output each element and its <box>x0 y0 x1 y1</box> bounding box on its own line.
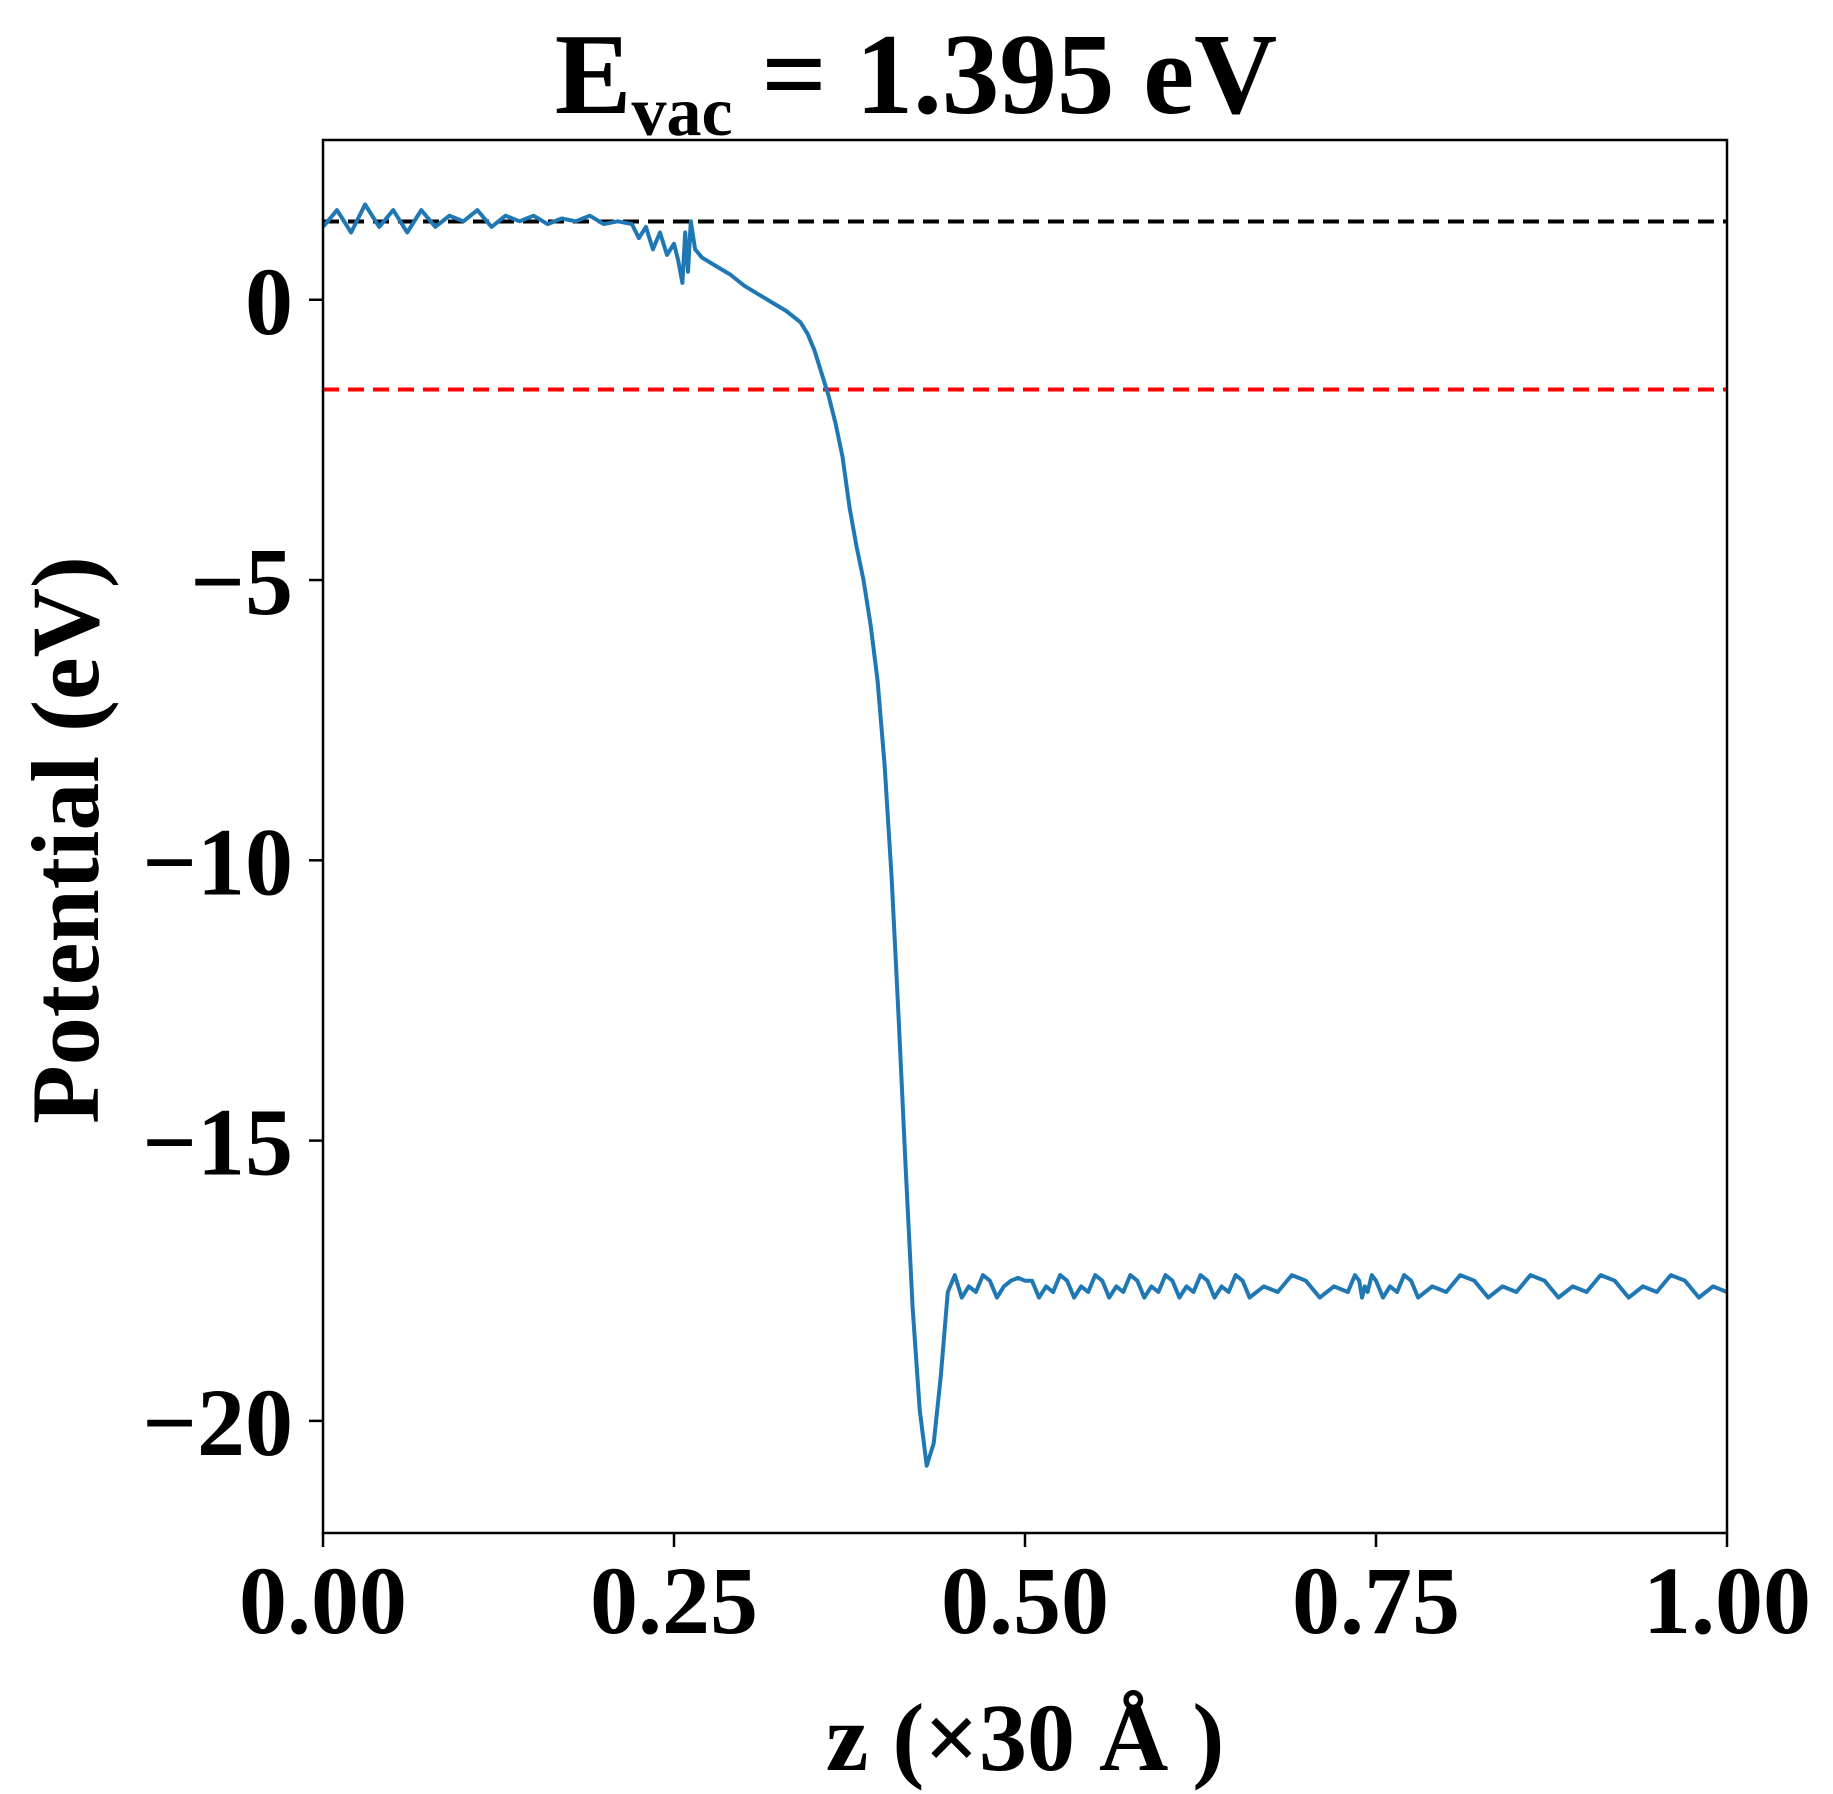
chart-title: Evac = 1.395 eV <box>555 11 1277 151</box>
chart-title-subscript: vac <box>632 74 733 151</box>
series-line-1 <box>323 202 1727 1468</box>
x-tick-label-1: 0.25 <box>590 1547 758 1654</box>
y-tick-label-4: −20 <box>142 1369 293 1476</box>
plot-frame <box>321 138 1729 1535</box>
x-tick-label-2: 0.50 <box>941 1547 1109 1654</box>
x-tick-label-4: 1.00 <box>1643 1547 1811 1654</box>
plot-area: 0.00 0.25 0.50 0.75 1.00 0 −5 −10 −15 −20 <box>142 138 1811 1654</box>
x-tick-label-3: 0.75 <box>1292 1547 1460 1654</box>
y-tick-label-3: −15 <box>142 1089 293 1196</box>
y-axis-label: Potential (eV) <box>12 556 119 1124</box>
chart-title-main: E <box>555 11 632 138</box>
y-tick-label-1: −5 <box>190 528 293 635</box>
y-tick-label-0: 0 <box>245 248 293 355</box>
y-tick-label-2: −10 <box>142 808 293 915</box>
x-axis-label: z (×30 Å ) <box>826 1684 1225 1791</box>
x-tick-label-0: 0.00 <box>239 1547 407 1654</box>
chart-title-rest: = 1.395 eV <box>733 11 1278 138</box>
